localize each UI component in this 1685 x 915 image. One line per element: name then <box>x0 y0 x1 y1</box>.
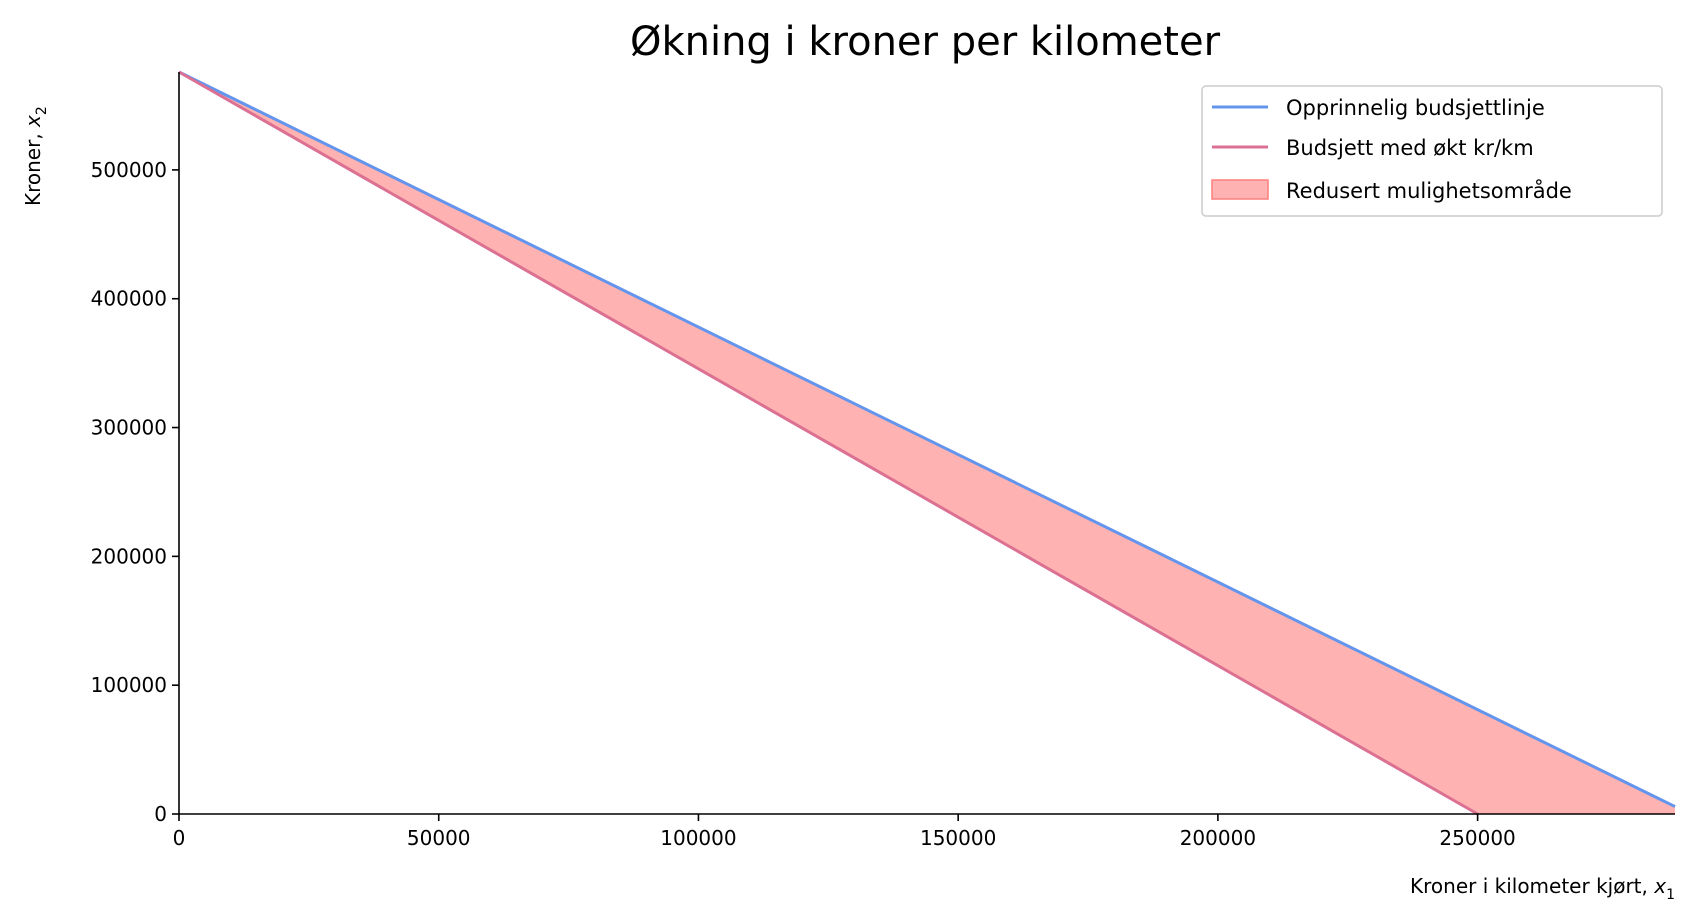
plot-area: 0 50000 100000 150000 200000 250000 0 100000 200… <box>91 70 1676 850</box>
y-axis-title-sub: 2 <box>34 106 50 115</box>
x-axis-title: Kroner i kilometer kjørt, x1 <box>1410 874 1675 903</box>
series-line-increased <box>178 70 1479 816</box>
y-tick-label: 200000 <box>91 544 167 568</box>
x-axis-title-var: x <box>1653 874 1666 898</box>
y-axis-title-main: Kroner, <box>21 127 45 206</box>
chart-title: Økning i kroner per kilometer <box>630 19 1221 65</box>
x-axis-title-main: Kroner i kilometer kjørt, <box>1410 874 1654 898</box>
x-tick-label: 200000 <box>1180 826 1256 850</box>
y-tick-label: 0 <box>154 802 167 826</box>
reduced-area-fill <box>179 72 1675 814</box>
x-tick-label: 100000 <box>660 826 736 850</box>
y-axis-title-var: x <box>21 115 45 128</box>
legend-swatch-reduced-area <box>1211 179 1269 200</box>
y-tick-label: 100000 <box>91 673 167 697</box>
legend-label-reduced-area: Redusert mulighetsområde <box>1286 178 1572 203</box>
y-tick-label: 400000 <box>91 287 167 311</box>
x-axis-title-sub: 1 <box>1666 887 1675 903</box>
x-tick-label: 0 <box>173 826 186 850</box>
y-tick-label: 300000 <box>91 416 167 440</box>
x-tick-label: 50000 <box>407 826 471 850</box>
series-line-original <box>178 70 1676 808</box>
x-tick-label: 150000 <box>920 826 996 850</box>
legend-frame <box>1201 85 1663 217</box>
y-axis-title: Kroner, x2 <box>21 106 50 206</box>
legend: Opprinnelig budsjettlinje Budsjett med ø… <box>1201 85 1663 217</box>
x-tick-label: 250000 <box>1439 826 1515 850</box>
legend-label-original: Opprinnelig budsjettlinje <box>1286 96 1545 120</box>
legend-label-increased: Budsjett med økt kr/km <box>1286 136 1534 160</box>
y-tick-label: 500000 <box>91 158 167 182</box>
